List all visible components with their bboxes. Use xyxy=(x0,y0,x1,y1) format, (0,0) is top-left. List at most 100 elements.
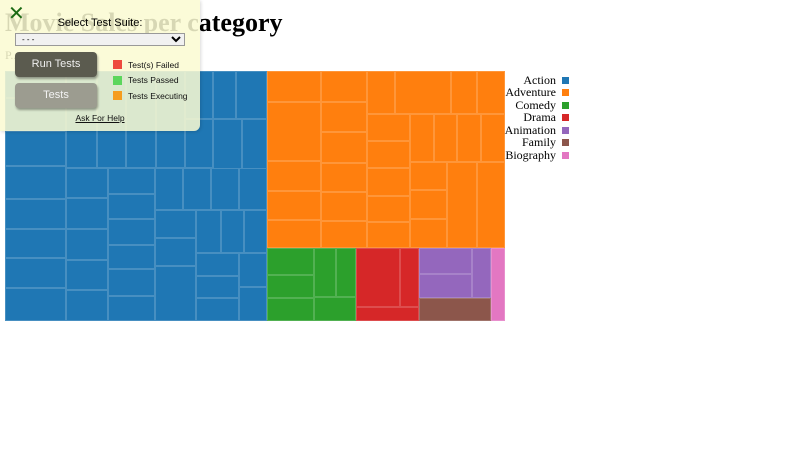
treemap-cell[interactable] xyxy=(5,166,66,199)
treemap-cell[interactable] xyxy=(5,131,66,166)
treemap-cell[interactable] xyxy=(321,71,367,102)
treemap-cell[interactable] xyxy=(367,141,410,168)
treemap-cell[interactable] xyxy=(419,274,472,298)
treemap-cell[interactable] xyxy=(5,199,66,229)
treemap-cell[interactable] xyxy=(66,229,108,260)
treemap-cell[interactable] xyxy=(367,114,410,141)
treemap-cell[interactable] xyxy=(410,190,447,219)
treemap-cell[interactable] xyxy=(356,248,400,307)
treemap-cell[interactable] xyxy=(367,196,410,222)
treemap-cell[interactable] xyxy=(321,221,367,248)
treemap-cell[interactable] xyxy=(211,168,239,210)
legend-item-adventure: Adventure xyxy=(505,85,569,99)
test-runner-panel: ✕ Select Test Suite: - - - Run Tests Tes… xyxy=(0,0,200,131)
close-x-icon[interactable]: ✕ xyxy=(8,1,25,25)
treemap-cell[interactable] xyxy=(321,102,367,132)
treemap-cell[interactable] xyxy=(5,229,66,258)
treemap-cell[interactable] xyxy=(108,168,155,194)
treemap-cell[interactable] xyxy=(66,260,108,290)
legend-item-biography: Biography xyxy=(505,148,569,162)
treemap-cell[interactable] xyxy=(155,266,196,321)
treemap-cell[interactable] xyxy=(314,297,356,321)
treemap-cell[interactable] xyxy=(66,168,108,198)
treemap-cell[interactable] xyxy=(267,191,321,220)
treemap-cell[interactable] xyxy=(491,248,505,321)
treemap-cell[interactable] xyxy=(314,248,336,297)
treemap-cell[interactable] xyxy=(321,132,367,163)
treemap-cell[interactable] xyxy=(242,119,267,175)
treemap-cell[interactable] xyxy=(155,238,196,266)
status-failed: Test(s) Failed xyxy=(113,57,188,73)
treemap-cell[interactable] xyxy=(434,114,457,162)
run-tests-button[interactable]: Run Tests xyxy=(15,52,97,77)
test-suite-select[interactable]: - - - xyxy=(15,33,185,46)
treemap-cell[interactable] xyxy=(367,168,410,196)
treemap-cell[interactable] xyxy=(108,296,155,321)
treemap-cell[interactable] xyxy=(196,253,239,276)
treemap-cell[interactable] xyxy=(239,168,267,210)
treemap-cell[interactable] xyxy=(66,198,108,229)
treemap-cell[interactable] xyxy=(400,248,419,307)
treemap-cell[interactable] xyxy=(196,298,239,321)
tests-button[interactable]: Tests xyxy=(15,83,97,108)
treemap-cell[interactable] xyxy=(472,248,491,298)
treemap-cell[interactable] xyxy=(267,220,321,248)
treemap-cell[interactable] xyxy=(267,248,314,275)
treemap-cell[interactable] xyxy=(267,275,314,298)
legend-item-action: Action xyxy=(505,73,569,87)
treemap-cell[interactable] xyxy=(367,71,395,114)
treemap-cell[interactable] xyxy=(321,192,367,221)
ask-for-help-link[interactable]: Ask For Help xyxy=(75,113,125,123)
treemap-cell[interactable] xyxy=(183,168,211,210)
treemap-cell[interactable] xyxy=(221,210,244,253)
legend-swatch xyxy=(562,139,569,147)
treemap-cell[interactable] xyxy=(196,210,221,253)
treemap-cell[interactable] xyxy=(410,162,447,190)
treemap-cell[interactable] xyxy=(213,119,242,175)
treemap-cell[interactable] xyxy=(239,253,267,287)
legend-swatch xyxy=(562,114,569,122)
treemap-cell[interactable] xyxy=(155,168,183,210)
treemap-cell[interactable] xyxy=(419,248,472,274)
treemap-cell[interactable] xyxy=(410,114,434,162)
treemap-cell[interactable] xyxy=(239,287,267,321)
treemap-cell[interactable] xyxy=(66,290,108,321)
status-swatch-executing xyxy=(113,91,122,101)
treemap-cell[interactable] xyxy=(5,288,66,321)
treemap-cell[interactable] xyxy=(419,298,491,321)
legend-swatch xyxy=(562,126,569,134)
treemap-cell[interactable] xyxy=(196,276,239,298)
treemap-cell[interactable] xyxy=(367,222,410,248)
treemap-cell[interactable] xyxy=(451,71,477,114)
treemap-cell[interactable] xyxy=(267,71,321,102)
treemap-cell[interactable] xyxy=(481,114,505,162)
treemap-cell[interactable] xyxy=(477,162,505,248)
treemap-cell[interactable] xyxy=(477,71,505,114)
treemap-cell[interactable] xyxy=(447,162,477,248)
treemap-cell[interactable] xyxy=(155,210,196,238)
treemap-cell[interactable] xyxy=(108,245,155,269)
chart-legend: Action Adventure Comedy Drama Animation … xyxy=(505,73,569,162)
treemap-cell[interactable] xyxy=(267,298,314,321)
treemap-cell[interactable] xyxy=(356,307,419,321)
legend-swatch xyxy=(562,76,569,84)
treemap-cell[interactable] xyxy=(236,71,267,119)
treemap-cell[interactable] xyxy=(321,163,367,192)
treemap-cell[interactable] xyxy=(267,161,321,191)
legend-swatch xyxy=(562,101,569,109)
treemap-cell[interactable] xyxy=(336,248,356,297)
treemap-cell[interactable] xyxy=(267,102,321,161)
status-swatch-failed xyxy=(113,60,122,70)
treemap-cell[interactable] xyxy=(5,258,66,288)
treemap-cell[interactable] xyxy=(395,71,451,114)
treemap-cell[interactable] xyxy=(457,114,481,162)
treemap-cell[interactable] xyxy=(244,210,267,253)
treemap-cell[interactable] xyxy=(108,194,155,219)
treemap-cell[interactable] xyxy=(213,71,236,119)
treemap-cell[interactable] xyxy=(410,219,447,248)
status-passed: Tests Passed xyxy=(113,73,188,89)
treemap-cell[interactable] xyxy=(108,269,155,296)
legend-item-family: Family xyxy=(505,135,569,149)
legend-swatch xyxy=(562,151,569,159)
treemap-cell[interactable] xyxy=(108,219,155,245)
